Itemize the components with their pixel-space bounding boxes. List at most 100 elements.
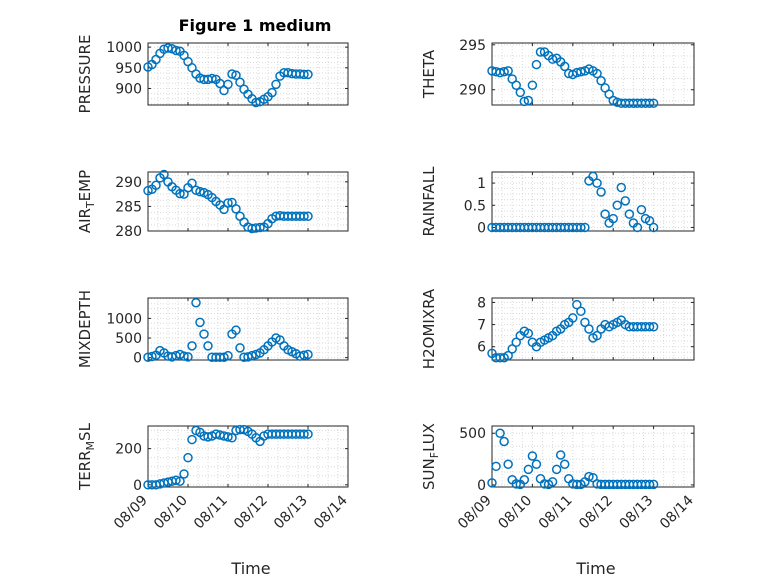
data-point bbox=[303, 349, 313, 360]
y-tick-label: 500 bbox=[115, 331, 142, 347]
y-tick-label: 0 bbox=[133, 351, 142, 367]
subplot-air: 280 285 290 AIRTEMP bbox=[76, 169, 349, 240]
data-point bbox=[584, 471, 594, 482]
figure-title: Figure 1 medium bbox=[179, 16, 332, 35]
y-axis-label: PRESSURE bbox=[76, 35, 94, 114]
data-point bbox=[191, 297, 201, 308]
data-point bbox=[519, 96, 530, 107]
data-point bbox=[507, 344, 517, 354]
data-point bbox=[644, 479, 655, 490]
data-point bbox=[547, 477, 558, 487]
data-point bbox=[171, 45, 181, 56]
y-tick-label: 200 bbox=[115, 442, 142, 458]
x-tick-label: 08/12 bbox=[231, 493, 271, 533]
y-tick-label: 1000 bbox=[106, 40, 142, 56]
data-point bbox=[515, 87, 526, 98]
y-tick-label: 900 bbox=[115, 81, 142, 97]
data-point bbox=[648, 479, 659, 490]
data-point bbox=[223, 198, 233, 208]
data-point bbox=[523, 328, 534, 339]
y-axis-label: H2OMIXRA bbox=[420, 288, 438, 369]
data-point bbox=[523, 95, 534, 106]
data-point bbox=[559, 61, 570, 72]
data-point bbox=[584, 324, 594, 334]
y-axis-label: THETA bbox=[420, 49, 438, 99]
data-point bbox=[531, 459, 542, 470]
x-axis-label-left: Time bbox=[230, 559, 270, 578]
x-tick-label: 08/14 bbox=[311, 492, 351, 532]
data-point bbox=[159, 169, 169, 180]
data-point bbox=[511, 337, 521, 348]
y-axis-label: RAINFALL bbox=[420, 166, 438, 237]
subplot-mixdepth: 0 500 1000 MIXDEPTH bbox=[76, 290, 349, 368]
y-axis-label: MIXDEPTH bbox=[76, 290, 94, 368]
y-tick-label: 280 bbox=[115, 224, 142, 240]
x-tick-label: 08/10 bbox=[495, 493, 535, 533]
data-point bbox=[299, 350, 309, 361]
y-axis-label: AIRTEMP bbox=[76, 170, 97, 233]
y-axis-label: TERRMSL bbox=[76, 422, 97, 491]
data-point bbox=[503, 66, 513, 76]
data-point bbox=[187, 341, 197, 351]
data-point bbox=[303, 211, 313, 221]
data-point bbox=[187, 178, 197, 189]
data-point bbox=[195, 186, 205, 197]
data-point bbox=[551, 464, 562, 475]
data-point bbox=[247, 350, 257, 361]
y-tick-label: 6 bbox=[477, 340, 486, 356]
data-point bbox=[511, 80, 521, 90]
y-axis-label: SUNFLUX bbox=[420, 423, 441, 490]
y-tick-label: 950 bbox=[115, 61, 142, 77]
data-point bbox=[527, 80, 538, 90]
x-tick-label: 08/09 bbox=[455, 493, 495, 533]
axes-box bbox=[491, 425, 695, 488]
subplot-rainfall: 0 0.5 1 RAINFALL bbox=[420, 166, 695, 237]
y-tick-label: 290 bbox=[115, 175, 142, 191]
data-point bbox=[632, 222, 643, 233]
subplot-h2omixra: 6 7 8 H2OMIXRA bbox=[420, 288, 695, 369]
data-point bbox=[648, 222, 659, 233]
data-point bbox=[207, 73, 217, 84]
data-point bbox=[179, 469, 189, 479]
data-point bbox=[499, 436, 509, 447]
x-tick-label: 08/14 bbox=[657, 492, 697, 532]
data-point bbox=[576, 222, 586, 233]
y-tick-label: 0 bbox=[477, 220, 486, 236]
data-point bbox=[592, 178, 602, 188]
data-point bbox=[503, 459, 513, 470]
data-point bbox=[175, 476, 185, 486]
axes-box bbox=[491, 297, 695, 361]
data-point bbox=[568, 313, 578, 323]
x-tick-label: 08/11 bbox=[191, 493, 231, 533]
y-tick-label: 8 bbox=[477, 295, 486, 311]
subplot-theta: 290 295 THETA bbox=[420, 38, 695, 108]
y-tick-label: 285 bbox=[115, 199, 142, 215]
data-point bbox=[596, 187, 606, 197]
data-point bbox=[572, 299, 582, 310]
data-point bbox=[271, 79, 281, 90]
data-point bbox=[223, 350, 233, 361]
data-point bbox=[648, 322, 659, 332]
x-tick-label: 08/12 bbox=[576, 493, 616, 533]
data-point bbox=[255, 222, 265, 233]
data-point bbox=[223, 432, 233, 442]
data-point bbox=[203, 341, 213, 351]
data-point bbox=[519, 475, 530, 485]
x-tick-label: 08/09 bbox=[111, 493, 151, 533]
y-tick-label: 1 bbox=[477, 176, 486, 192]
data-point bbox=[644, 216, 655, 226]
data-point bbox=[592, 68, 602, 79]
data-point bbox=[303, 429, 313, 439]
y-tick-label: 500 bbox=[459, 426, 486, 442]
data-point bbox=[303, 69, 313, 80]
data-point bbox=[235, 77, 245, 88]
data-point bbox=[620, 196, 631, 206]
axes-box bbox=[147, 425, 349, 488]
data-point bbox=[491, 461, 501, 472]
data-point bbox=[547, 54, 558, 64]
data-point bbox=[227, 433, 237, 443]
data-point bbox=[299, 429, 309, 439]
data-point bbox=[503, 350, 513, 361]
data-point bbox=[580, 222, 590, 233]
